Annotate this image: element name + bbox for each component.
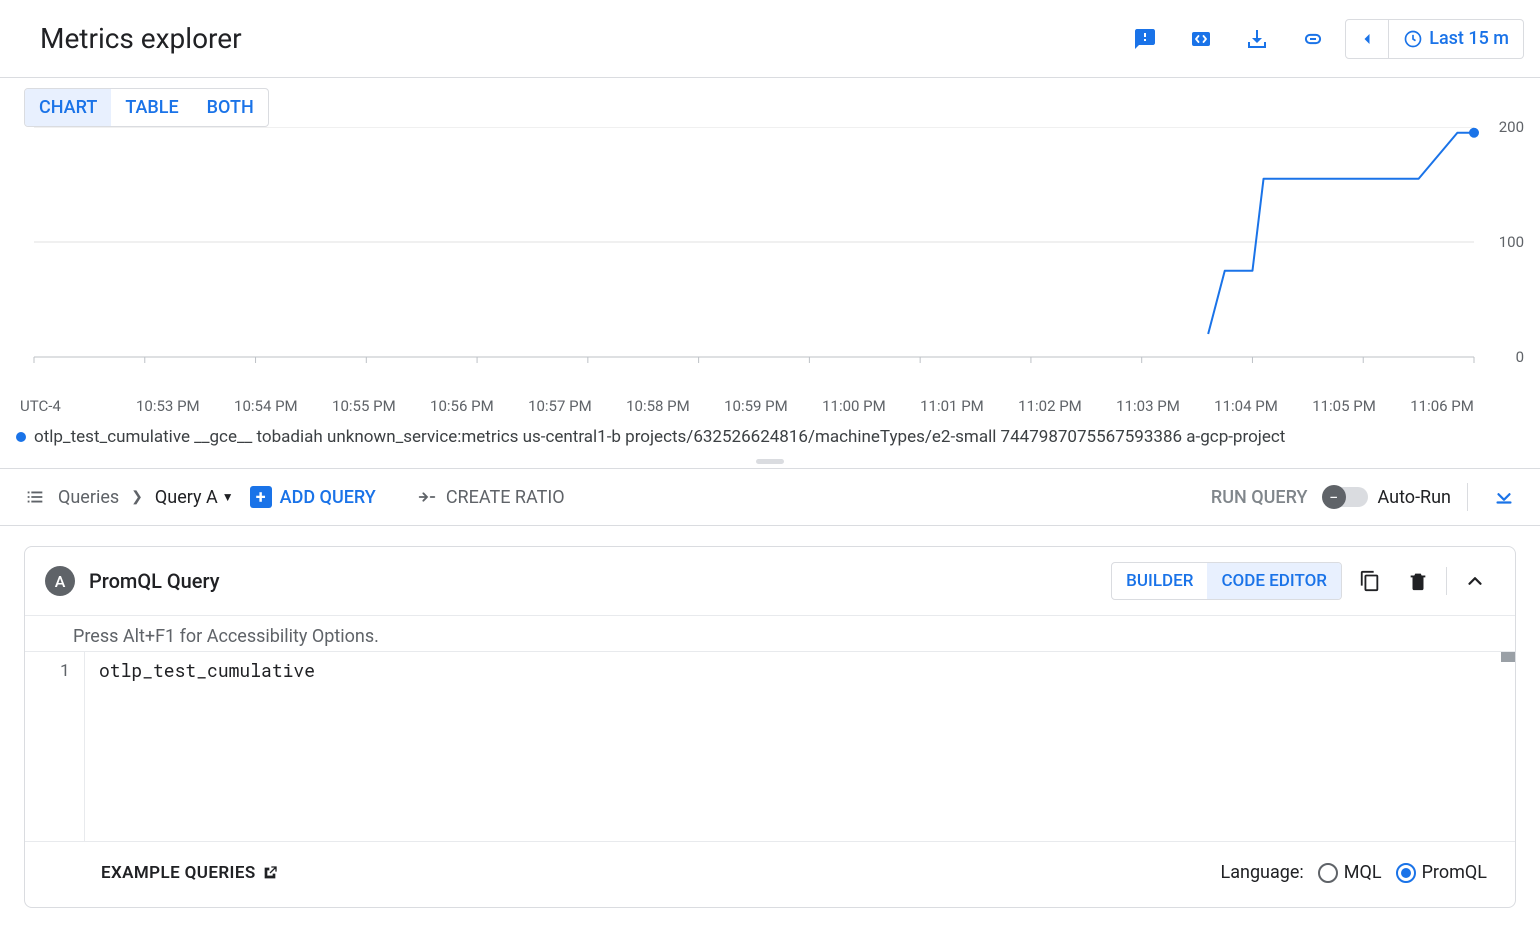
view-tab-group: CHART TABLE BOTH	[24, 88, 269, 127]
time-range-label: Last 15 m	[1429, 28, 1509, 49]
tab-chart[interactable]: CHART	[25, 89, 111, 126]
queries-label[interactable]: Queries	[58, 487, 119, 508]
chevron-right-icon: ❯	[131, 489, 143, 505]
time-range-button[interactable]: Last 15 m	[1389, 19, 1524, 59]
queries-toolbar-right: RUN QUERY − Auto-Run	[1211, 477, 1524, 517]
code-icon[interactable]	[1177, 15, 1225, 63]
header-actions: Last 15 m	[1121, 15, 1524, 63]
accessibility-hint: Press Alt+F1 for Accessibility Options.	[25, 616, 1515, 651]
create-ratio-button[interactable]: CREATE RATIO	[416, 486, 565, 508]
divider	[1446, 567, 1447, 595]
mql-label: MQL	[1344, 862, 1382, 883]
clock-icon	[1403, 29, 1423, 49]
toggle-track: −	[1324, 487, 1368, 507]
time-prev-button[interactable]	[1345, 19, 1389, 59]
divider	[1467, 483, 1468, 511]
mql-radio[interactable]: MQL	[1318, 862, 1382, 883]
code-editor: 1 otlp_test_cumulative	[25, 651, 1515, 841]
line-chart	[16, 127, 1524, 363]
current-query[interactable]: Query A ▼	[155, 487, 234, 508]
link-icon[interactable]	[1289, 15, 1337, 63]
scroll-marker	[1501, 652, 1515, 662]
tab-both[interactable]: BOTH	[193, 89, 268, 126]
external-link-icon	[262, 865, 278, 881]
caret-down-icon: ▼	[222, 490, 234, 504]
radio-unchecked-icon	[1318, 863, 1338, 883]
line-gutter: 1	[25, 652, 85, 841]
language-selector: Language: MQL PromQL	[1221, 862, 1487, 883]
language-label: Language:	[1221, 862, 1304, 883]
code-editor-tab[interactable]: CODE EDITOR	[1207, 563, 1341, 599]
run-query-button[interactable]: RUN QUERY	[1211, 487, 1308, 508]
autorun-label: Auto-Run	[1378, 487, 1451, 508]
collapse-all-icon[interactable]	[1484, 477, 1524, 517]
view-tabs: CHART TABLE BOTH	[0, 78, 1540, 127]
query-card: A PromQL Query BUILDER CODE EDITOR Press…	[24, 546, 1516, 908]
tab-table[interactable]: TABLE	[111, 89, 192, 126]
query-badge: A	[45, 566, 75, 596]
download-icon[interactable]	[1233, 15, 1281, 63]
queries-breadcrumb: Queries ❯ Query A ▼	[24, 486, 234, 508]
query-card-actions: BUILDER CODE EDITOR	[1111, 561, 1495, 601]
series-legend-text: otlp_test_cumulative __gce__ tobadiah un…	[34, 427, 1285, 447]
query-card-title: PromQL Query	[89, 569, 220, 593]
code-input[interactable]: otlp_test_cumulative	[85, 652, 1515, 841]
list-icon	[24, 486, 46, 508]
series-legend: otlp_test_cumulative __gce__ tobadiah un…	[16, 427, 1524, 447]
plus-icon: +	[250, 486, 272, 508]
ratio-icon	[416, 486, 438, 508]
create-ratio-label: CREATE RATIO	[446, 487, 565, 508]
autorun-toggle[interactable]: − Auto-Run	[1324, 487, 1451, 508]
promql-radio[interactable]: PromQL	[1396, 862, 1487, 883]
promql-label: PromQL	[1422, 862, 1487, 883]
page-title: Metrics explorer	[40, 22, 242, 55]
add-query-button[interactable]: + ADD QUERY	[250, 486, 376, 508]
resize-handle[interactable]	[0, 455, 1540, 468]
toggle-knob: −	[1322, 485, 1346, 509]
queries-toolbar: Queries ❯ Query A ▼ + ADD QUERY CREATE R…	[0, 468, 1540, 526]
query-card-footer: EXAMPLE QUERIES Language: MQL PromQL	[25, 841, 1515, 907]
feedback-icon[interactable]	[1121, 15, 1169, 63]
add-query-label: ADD QUERY	[280, 487, 376, 508]
query-card-header: A PromQL Query BUILDER CODE EDITOR	[25, 547, 1515, 616]
header-bar: Metrics explorer Last 15 m	[0, 0, 1540, 78]
copy-icon[interactable]	[1350, 561, 1390, 601]
radio-checked-icon	[1396, 863, 1416, 883]
current-query-label: Query A	[155, 487, 218, 508]
collapse-card-icon[interactable]	[1455, 561, 1495, 601]
code-text: otlp_test_cumulative	[99, 658, 315, 682]
builder-tab[interactable]: BUILDER	[1112, 563, 1207, 599]
example-queries-label: EXAMPLE QUERIES	[101, 863, 256, 883]
series-color-dot	[16, 432, 26, 442]
time-range-group: Last 15 m	[1345, 19, 1524, 59]
delete-icon[interactable]	[1398, 561, 1438, 601]
chart-area: 0100200 UTC-4 10:53 PM10:54 PM10:55 PM10…	[16, 127, 1524, 387]
editor-mode-toggle: BUILDER CODE EDITOR	[1111, 562, 1342, 600]
example-queries-link[interactable]: EXAMPLE QUERIES	[101, 863, 278, 883]
y-axis-labels: 0100200	[1474, 127, 1524, 357]
x-axis-labels: 10:53 PM10:54 PM10:55 PM10:56 PM10:57 PM…	[16, 397, 1474, 415]
